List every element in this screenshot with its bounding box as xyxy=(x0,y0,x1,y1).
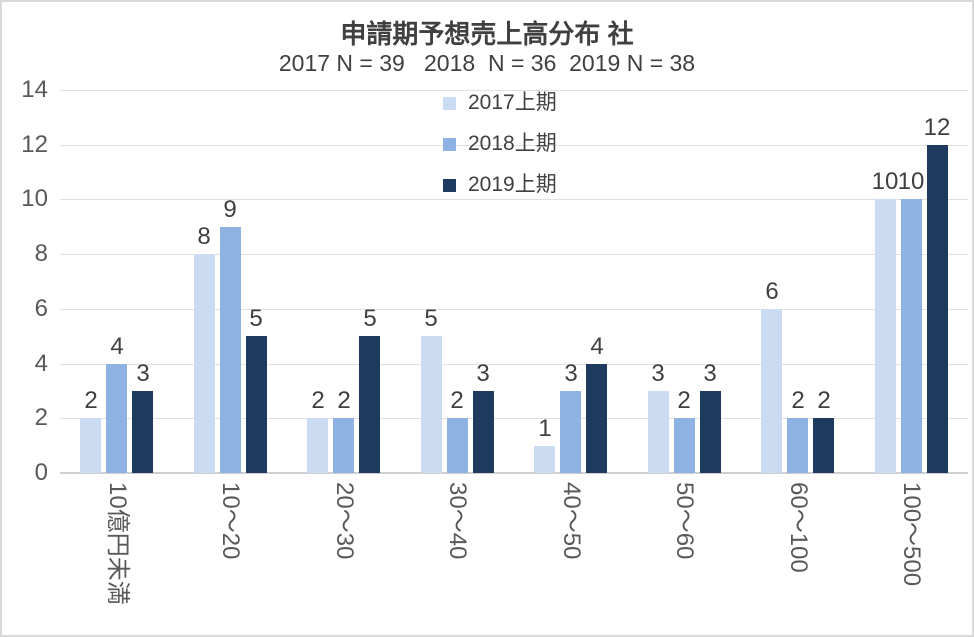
gridline xyxy=(60,90,968,91)
x-axis-label: 100～500 xyxy=(898,482,925,587)
gridline xyxy=(60,145,968,146)
y-tick-label: 2 xyxy=(34,404,48,431)
bar xyxy=(473,391,494,473)
bar xyxy=(648,391,669,473)
bar xyxy=(333,418,354,473)
bar-value-label: 2 xyxy=(84,387,98,414)
bar xyxy=(787,418,808,473)
y-tick-label: 12 xyxy=(21,131,48,158)
bar-value-label: 3 xyxy=(476,360,490,387)
x-axis-label: 60～100 xyxy=(785,482,812,573)
bar xyxy=(246,336,267,473)
chart-subtitle: 2017 N = 39 2018 N = 36 2019 N = 38 xyxy=(278,50,696,76)
x-axis-label: 10億円未満 xyxy=(104,482,131,605)
y-tick-label: 4 xyxy=(34,350,48,377)
x-axis-line xyxy=(60,472,968,474)
bar xyxy=(359,336,380,473)
legend-label: 2018上期 xyxy=(468,132,557,155)
bar-value-label: 2 xyxy=(311,387,325,414)
bar-value-label: 3 xyxy=(703,360,717,387)
bar xyxy=(700,391,721,473)
bar xyxy=(674,418,695,473)
y-tick-label: 14 xyxy=(21,76,48,103)
legend-label: 2017上期 xyxy=(468,91,557,114)
gridline xyxy=(60,418,968,419)
bar xyxy=(132,391,153,473)
legend-item: 2019上期 xyxy=(443,172,557,198)
x-axis-label: 10～20 xyxy=(217,482,244,560)
bar xyxy=(813,418,834,473)
bar-value-label: 10 xyxy=(871,168,899,195)
bar xyxy=(586,364,607,473)
bar xyxy=(307,418,328,473)
gridline xyxy=(60,364,968,365)
bar-value-label: 5 xyxy=(363,305,377,332)
bar xyxy=(106,364,127,473)
legend-label: 2019上期 xyxy=(468,173,557,196)
bar-value-label: 2 xyxy=(337,387,351,414)
x-axis-label: 30～40 xyxy=(444,482,471,560)
legend-swatch-icon xyxy=(443,137,456,151)
bar xyxy=(560,391,581,473)
bar-value-label: 9 xyxy=(223,196,237,223)
gridline xyxy=(60,199,968,200)
bar xyxy=(761,309,782,473)
bar-value-label: 5 xyxy=(249,305,263,332)
bar xyxy=(220,227,241,473)
gridline xyxy=(60,254,968,255)
bar xyxy=(80,418,101,473)
bar-value-label: 8 xyxy=(197,223,211,250)
bar-value-label: 6 xyxy=(765,278,779,305)
bar-value-label: 2 xyxy=(677,387,691,414)
bar-value-label: 12 xyxy=(923,114,951,141)
chart-title: 申請期予想売上高分布 社 xyxy=(340,19,634,49)
bar xyxy=(927,145,948,473)
legend-swatch-icon xyxy=(443,178,456,192)
legend: 2017上期 2018上期 2019上期 xyxy=(443,90,557,198)
bar-value-label: 3 xyxy=(651,360,665,387)
bar-value-label: 3 xyxy=(564,360,578,387)
x-axis-label: 50～60 xyxy=(671,482,698,560)
bar-value-label: 1 xyxy=(538,415,552,442)
y-tick-label: 6 xyxy=(34,295,48,322)
legend-swatch-icon xyxy=(443,96,456,110)
bar-value-label: 2 xyxy=(817,387,831,414)
gridline xyxy=(60,309,968,310)
bar-value-label: 2 xyxy=(450,387,464,414)
y-tick-label: 8 xyxy=(34,240,48,267)
bar xyxy=(194,254,215,473)
bar xyxy=(534,446,555,473)
bar xyxy=(447,418,468,473)
bar-value-label: 4 xyxy=(110,333,124,360)
x-axis-label: 20～30 xyxy=(331,482,358,560)
legend-item: 2017上期 xyxy=(443,90,557,116)
bar-value-label: 2 xyxy=(791,387,805,414)
bar-value-label: 5 xyxy=(424,305,438,332)
bar-value-label: 10 xyxy=(897,168,925,195)
bar-value-label: 3 xyxy=(136,360,150,387)
bar-value-label: 4 xyxy=(590,333,604,360)
y-tick-label: 10 xyxy=(21,185,48,212)
bar xyxy=(875,199,896,473)
bar xyxy=(421,336,442,473)
legend-item: 2018上期 xyxy=(443,131,557,157)
x-axis-label: 40～50 xyxy=(558,482,585,560)
y-tick-label: 0 xyxy=(34,459,48,486)
bar xyxy=(901,199,922,473)
